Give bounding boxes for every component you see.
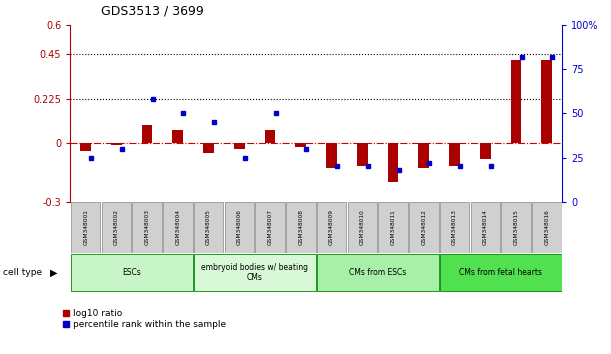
Bar [142, 125, 153, 143]
Bar [419, 143, 429, 169]
FancyBboxPatch shape [255, 202, 285, 253]
FancyBboxPatch shape [440, 202, 469, 253]
Text: ESCs: ESCs [122, 268, 141, 277]
FancyBboxPatch shape [501, 202, 531, 253]
Text: GSM348001: GSM348001 [83, 210, 88, 245]
Text: GDS3513 / 3699: GDS3513 / 3699 [101, 5, 203, 18]
Text: GSM348011: GSM348011 [390, 210, 395, 245]
Text: GSM348016: GSM348016 [544, 210, 549, 245]
Bar [326, 143, 337, 169]
FancyBboxPatch shape [133, 202, 162, 253]
Text: GSM348014: GSM348014 [483, 210, 488, 245]
FancyBboxPatch shape [532, 202, 562, 253]
Text: CMs from fetal hearts: CMs from fetal hearts [459, 268, 542, 277]
Text: GSM348005: GSM348005 [206, 210, 211, 245]
FancyBboxPatch shape [194, 202, 224, 253]
Bar [172, 130, 183, 143]
Text: GSM348009: GSM348009 [329, 210, 334, 245]
Bar [480, 143, 491, 160]
Text: GSM348010: GSM348010 [360, 210, 365, 245]
Bar [234, 143, 245, 149]
FancyBboxPatch shape [101, 202, 131, 253]
Text: GSM348002: GSM348002 [114, 210, 119, 245]
Text: ▶: ▶ [50, 268, 57, 278]
Text: embryoid bodies w/ beating
CMs: embryoid bodies w/ beating CMs [201, 263, 308, 282]
Text: GSM348012: GSM348012 [422, 210, 426, 245]
Text: GSM348013: GSM348013 [452, 210, 457, 245]
Text: GSM348006: GSM348006 [237, 210, 242, 245]
Text: cell type: cell type [3, 268, 42, 277]
Text: GSM348004: GSM348004 [175, 210, 180, 245]
Bar [541, 60, 552, 143]
FancyBboxPatch shape [286, 202, 315, 253]
FancyBboxPatch shape [348, 202, 377, 253]
FancyBboxPatch shape [378, 202, 408, 253]
FancyBboxPatch shape [470, 202, 500, 253]
Text: CMs from ESCs: CMs from ESCs [349, 268, 406, 277]
FancyBboxPatch shape [163, 202, 192, 253]
Bar [111, 143, 122, 145]
Bar [265, 130, 276, 143]
FancyBboxPatch shape [71, 254, 192, 291]
FancyBboxPatch shape [409, 202, 439, 253]
Bar [296, 143, 306, 147]
Bar [449, 143, 460, 166]
FancyBboxPatch shape [225, 202, 254, 253]
Bar [203, 143, 214, 153]
FancyBboxPatch shape [194, 254, 315, 291]
Text: GSM348003: GSM348003 [145, 210, 150, 245]
FancyBboxPatch shape [317, 202, 346, 253]
FancyBboxPatch shape [317, 254, 439, 291]
FancyBboxPatch shape [440, 254, 562, 291]
Bar [357, 143, 368, 166]
FancyBboxPatch shape [71, 202, 100, 253]
Legend: log10 ratio, percentile rank within the sample: log10 ratio, percentile rank within the … [62, 309, 227, 329]
Text: GSM348007: GSM348007 [268, 210, 273, 245]
Text: GSM348015: GSM348015 [513, 210, 519, 245]
Bar [80, 143, 91, 151]
Bar [387, 143, 398, 182]
Bar [511, 60, 521, 143]
Text: GSM348008: GSM348008 [298, 210, 303, 245]
